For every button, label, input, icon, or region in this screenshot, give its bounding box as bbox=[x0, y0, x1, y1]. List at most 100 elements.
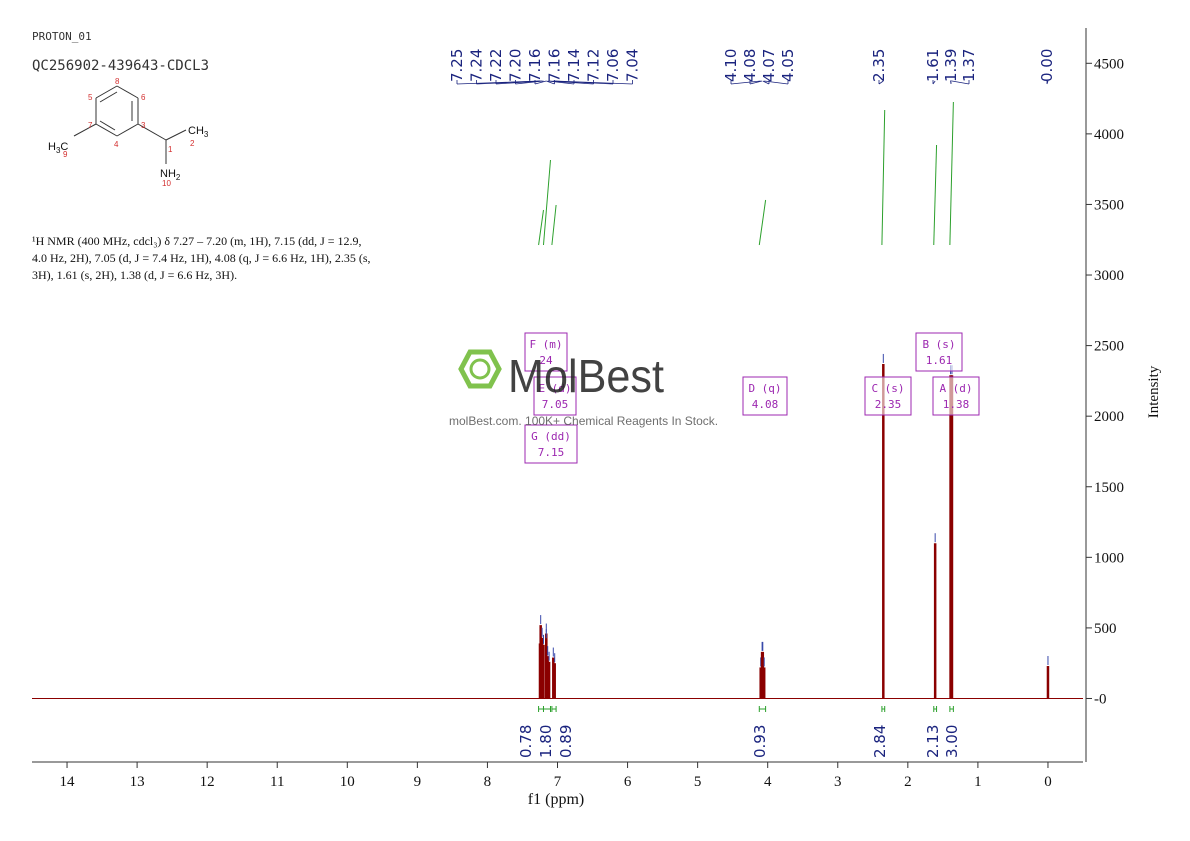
integral-curve bbox=[538, 209, 544, 246]
peak-label: 7.12 bbox=[585, 49, 603, 82]
peak-label: 4.05 bbox=[779, 49, 797, 82]
peak-label: 2.35 bbox=[870, 49, 888, 82]
integral-bracket bbox=[949, 706, 954, 712]
multiplet-name: E (d) bbox=[538, 382, 571, 395]
atom-label-3: 3 bbox=[141, 121, 146, 130]
integral-curve bbox=[881, 109, 886, 246]
molbest-logo-icon bbox=[458, 349, 502, 389]
peak-label-connector bbox=[515, 80, 544, 85]
multiplet-name: F (m) bbox=[529, 338, 562, 351]
integral-bracket bbox=[933, 706, 938, 712]
peak-label-connector bbox=[534, 80, 547, 85]
peak-label: 7.22 bbox=[487, 49, 505, 82]
peak-label-connector bbox=[1046, 80, 1049, 85]
y-tick-label: 3000 bbox=[1094, 268, 1124, 284]
atom-label-9: 9 bbox=[63, 150, 68, 159]
peak-label: 7.06 bbox=[604, 49, 622, 82]
experiment-name: PROTON_01 bbox=[32, 30, 92, 43]
atom-label-4: 4 bbox=[114, 140, 119, 149]
watermark-tagline: molBest.com. 100K+ Chemical Reagents In … bbox=[449, 414, 718, 428]
nmr-summary: ¹H NMR (400 MHz, cdcl₃) δ 7.27 – 7.20 (m… bbox=[32, 233, 432, 284]
watermark-brand: MolBest bbox=[508, 350, 664, 402]
x-tick-label: 2 bbox=[904, 774, 912, 790]
multiplet-box bbox=[864, 376, 912, 416]
x-tick-label: 3 bbox=[834, 774, 842, 790]
x-tick-label: 8 bbox=[484, 774, 492, 790]
multiplet-box bbox=[524, 424, 578, 464]
integral-curve bbox=[542, 159, 551, 246]
peak-label: 7.16 bbox=[526, 49, 544, 82]
multiplet-value: 2.35 bbox=[875, 398, 902, 411]
x-tick-label: 1 bbox=[974, 774, 982, 790]
multiplet-name: G (dd) bbox=[531, 430, 571, 443]
integral-bracket bbox=[551, 706, 557, 712]
atom-label-5: 5 bbox=[88, 93, 93, 102]
y-tick-label: 2500 bbox=[1094, 339, 1124, 355]
y-axis-label: Intensity bbox=[1146, 365, 1162, 418]
y-tick-label: 4500 bbox=[1094, 56, 1124, 72]
integral-curve bbox=[551, 204, 557, 246]
multiplet-name: D (q) bbox=[748, 382, 781, 395]
atom-label-2: 2 bbox=[190, 139, 195, 148]
integral-bracket bbox=[758, 706, 767, 712]
peak-label-connector bbox=[951, 80, 970, 85]
integral-label: 0.89 bbox=[557, 725, 575, 758]
peak-label: 7.25 bbox=[448, 49, 466, 82]
atom-label-1: 1 bbox=[168, 145, 173, 154]
x-tick-label: 14 bbox=[60, 774, 76, 790]
summary-line: ¹H NMR (400 MHz, cdcl₃) δ 7.27 – 7.20 (m… bbox=[32, 234, 362, 248]
peak-label: 7.04 bbox=[624, 49, 642, 82]
peak-label-connector bbox=[878, 80, 884, 85]
x-tick-label: 5 bbox=[694, 774, 702, 790]
x-tick-label: 7 bbox=[554, 774, 562, 790]
molecule-structure: 8 5 6 7 3 4 1 2 9 10 CH3 H3C NH2 bbox=[48, 78, 209, 188]
integral-label: 3.00 bbox=[943, 725, 961, 758]
sample-id: QC256902-439643-CDCL3 bbox=[32, 58, 210, 74]
y-tick-label: 500 bbox=[1094, 621, 1117, 637]
integral-label: 2.84 bbox=[871, 725, 889, 758]
atom-label-10: 10 bbox=[162, 179, 171, 188]
y-tick-label: 1500 bbox=[1094, 480, 1124, 496]
peak-label-connector bbox=[932, 80, 936, 85]
x-tick-label: 6 bbox=[624, 774, 632, 790]
summary-line: 4.0 Hz, 2H), 7.05 (d, J = 7.4 Hz, 1H), 4… bbox=[32, 251, 371, 265]
peak-label: 0.00 bbox=[1038, 49, 1056, 82]
multiplet-name: C (s) bbox=[871, 382, 904, 395]
x-tick-label: 10 bbox=[340, 774, 355, 790]
peak-label: 4.10 bbox=[722, 49, 740, 82]
x-tick-label: 12 bbox=[200, 774, 215, 790]
amine-group: NH2 bbox=[160, 168, 181, 182]
peak-label: 7.16 bbox=[546, 49, 564, 82]
peak-label: 1.39 bbox=[942, 49, 960, 82]
y-tick-label: 1000 bbox=[1094, 550, 1124, 566]
atom-label-7: 7 bbox=[88, 121, 93, 130]
integral-curve bbox=[758, 199, 767, 246]
multiplet-value: 7.05 bbox=[542, 398, 569, 411]
x-axis-label: f1 (ppm) bbox=[528, 791, 584, 808]
methyl-group-right: CH3 bbox=[188, 125, 209, 139]
multiplet-box bbox=[932, 376, 980, 416]
integral-label: 1.80 bbox=[537, 725, 555, 758]
integral-label: 0.78 bbox=[517, 725, 535, 758]
integral-curve bbox=[949, 101, 954, 246]
peak-label: 7.14 bbox=[565, 49, 583, 82]
integral-bracket bbox=[542, 706, 551, 712]
peak-label: 7.20 bbox=[507, 49, 525, 82]
peak-label: 1.61 bbox=[924, 49, 942, 82]
integral-label: 0.93 bbox=[751, 725, 769, 758]
multiplet-box bbox=[533, 376, 577, 416]
peak-label: 4.08 bbox=[741, 49, 759, 82]
multiplet-value: 7.15 bbox=[538, 446, 565, 459]
integral-bracket bbox=[538, 706, 544, 712]
molbest-logo-ring-icon bbox=[469, 358, 491, 380]
peak-label-connector bbox=[495, 80, 543, 85]
multiplet-value: 1.61 bbox=[926, 354, 953, 367]
y-tick-label: -0 bbox=[1094, 691, 1107, 707]
integral-curve bbox=[933, 144, 938, 246]
peak-label-connector bbox=[554, 80, 633, 85]
multiplet-value: 24 bbox=[539, 354, 553, 367]
multiplet-value: 1.38 bbox=[943, 398, 970, 411]
multiplet-box bbox=[742, 376, 788, 416]
